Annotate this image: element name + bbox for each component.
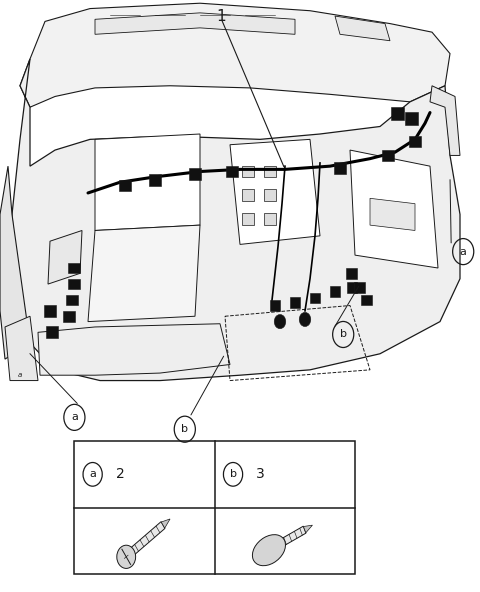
Ellipse shape: [252, 535, 286, 566]
Bar: [226, 166, 238, 178]
Bar: [361, 295, 372, 305]
Text: 1: 1: [216, 9, 226, 24]
Bar: [290, 297, 300, 308]
Bar: [119, 179, 131, 191]
Polygon shape: [430, 86, 460, 156]
Polygon shape: [95, 134, 200, 230]
Bar: [242, 189, 254, 201]
Polygon shape: [370, 198, 415, 230]
Polygon shape: [161, 519, 170, 528]
Circle shape: [274, 314, 286, 329]
Polygon shape: [38, 324, 230, 375]
Bar: [189, 168, 201, 179]
Bar: [74, 441, 355, 574]
Bar: [264, 166, 276, 178]
Polygon shape: [5, 316, 38, 381]
Polygon shape: [303, 525, 312, 533]
Polygon shape: [335, 16, 390, 41]
Text: a: a: [460, 247, 467, 256]
Bar: [354, 282, 365, 292]
Bar: [382, 150, 394, 162]
Bar: [242, 213, 254, 224]
Bar: [66, 295, 78, 305]
Text: a: a: [18, 372, 22, 378]
Bar: [44, 305, 56, 317]
Polygon shape: [350, 150, 438, 268]
Polygon shape: [88, 225, 200, 321]
Polygon shape: [230, 139, 320, 244]
Polygon shape: [48, 230, 82, 284]
Bar: [46, 326, 58, 338]
Text: b: b: [340, 330, 347, 339]
Bar: [264, 213, 276, 224]
Bar: [149, 174, 161, 186]
Bar: [63, 311, 75, 321]
Text: a: a: [71, 413, 78, 422]
Polygon shape: [95, 13, 295, 34]
Text: b: b: [181, 424, 188, 434]
Text: 2: 2: [116, 467, 124, 481]
Bar: [405, 112, 418, 125]
Text: 3: 3: [256, 467, 265, 481]
Polygon shape: [12, 59, 460, 381]
Bar: [347, 282, 357, 292]
Bar: [68, 279, 80, 289]
Bar: [346, 268, 357, 279]
Polygon shape: [268, 526, 306, 554]
Polygon shape: [124, 522, 165, 560]
Bar: [264, 189, 276, 201]
Bar: [270, 300, 280, 311]
Bar: [409, 136, 421, 147]
Polygon shape: [20, 3, 450, 107]
Text: b: b: [229, 469, 237, 480]
Text: a: a: [89, 469, 96, 480]
Circle shape: [299, 313, 311, 327]
Polygon shape: [0, 166, 30, 359]
Bar: [68, 263, 80, 274]
Bar: [391, 107, 404, 120]
Bar: [334, 162, 346, 174]
Circle shape: [117, 545, 136, 568]
Bar: [310, 292, 320, 303]
Bar: [242, 166, 254, 178]
Bar: [330, 287, 340, 297]
